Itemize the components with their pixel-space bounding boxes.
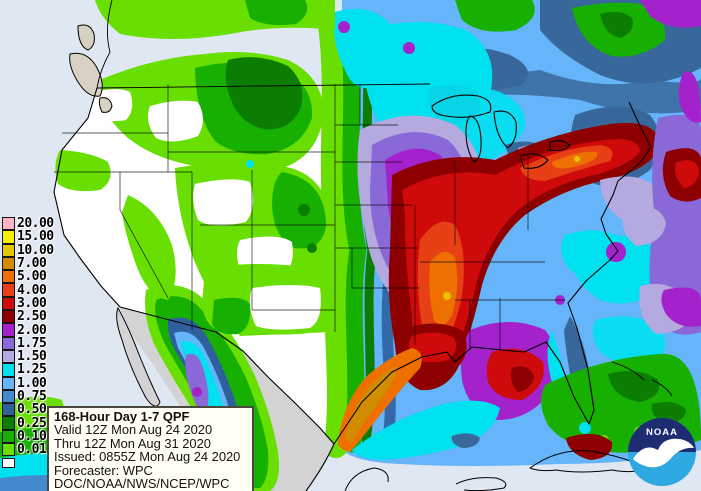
noaa-logo-text: NOAA xyxy=(646,427,678,438)
legend-swatch xyxy=(2,230,15,244)
legend-entry: 0.50 xyxy=(2,402,54,418)
forecaster-name: Forecaster: WPC xyxy=(54,462,153,478)
legend-threshold-label: 0.01 xyxy=(17,442,47,458)
legend-swatch xyxy=(2,243,15,257)
legend-entry: 0.01 xyxy=(2,442,54,458)
legend-threshold-label: 2.50 xyxy=(17,309,47,325)
legend-entry: 5.00 xyxy=(2,269,54,285)
legend-swatch xyxy=(2,363,15,377)
legend-swatch xyxy=(2,416,15,430)
legend-swatch xyxy=(2,389,15,404)
map-boundaries xyxy=(53,0,689,491)
legend-threshold-label: 1.50 xyxy=(17,349,47,365)
legend-threshold-label: 10.00 xyxy=(17,242,54,258)
legend-threshold-label: 0.25 xyxy=(17,415,47,431)
legend-swatch xyxy=(2,323,15,337)
legend-entry: 0.25 xyxy=(2,415,54,431)
legend-swatch xyxy=(2,310,15,324)
legend-threshold-label: 2.00 xyxy=(17,322,47,338)
legend-swatch xyxy=(2,349,15,364)
legend-entry: 20.00 xyxy=(2,216,54,232)
legend-entry: 1.75 xyxy=(2,335,54,351)
legend-swatch xyxy=(2,336,15,350)
forecast-info-box: 168-Hour Day 1-7 QPF Valid 12Z Mon Aug 2… xyxy=(47,406,254,491)
legend-swatch xyxy=(2,403,15,417)
precipitation-field-west xyxy=(0,0,335,491)
legend-threshold-label: 0.75 xyxy=(17,389,47,405)
legend-entry: 0.10 xyxy=(2,428,54,444)
legend-swatch xyxy=(2,376,15,390)
legend-swatch xyxy=(2,429,15,444)
precipitation-legend: 20.00 15.00 10.00 7.00 5.00 4.00 3.00 2.50 2.00 1… xyxy=(2,216,54,470)
legend-entry: 15.00 xyxy=(2,229,54,245)
legend-threshold-label: 5.00 xyxy=(17,269,47,285)
legend-threshold-label: 0.50 xyxy=(17,402,47,418)
legend-entry: 3.00 xyxy=(2,295,54,311)
precipitation-field-east xyxy=(318,0,701,466)
forecast-valid-time: Valid 12Z Mon Aug 24 2020 xyxy=(54,422,213,438)
legend-entry: 1.50 xyxy=(2,349,54,365)
noaa-logo: NOAA xyxy=(628,418,696,486)
legend-threshold-label: 20.00 xyxy=(17,216,54,232)
legend-entry: 4.00 xyxy=(2,282,54,298)
legend-entry: 2.50 xyxy=(2,309,54,325)
forecast-thru-time: Thru 12Z Mon Aug 31 2020 xyxy=(54,435,211,451)
legend-threshold-label: 7.00 xyxy=(17,256,47,272)
legend-threshold-label: 1.25 xyxy=(17,362,47,378)
legend-entry: 1.00 xyxy=(2,375,54,391)
legend-swatch xyxy=(2,217,15,231)
legend-swatch xyxy=(2,457,15,468)
forecast-title: 168-Hour Day 1-7 QPF xyxy=(54,409,190,424)
bc-islands xyxy=(69,24,113,113)
legend-entry: 2.00 xyxy=(2,322,54,338)
legend-swatch xyxy=(2,270,15,284)
legend-swatch xyxy=(2,256,15,271)
legend-threshold-label: 0.10 xyxy=(17,428,47,444)
legend-swatch xyxy=(2,296,15,311)
noaa-logo-graphic: NOAA xyxy=(628,418,696,486)
legend-entry: 10.00 xyxy=(2,242,54,258)
legend-swatch xyxy=(2,443,15,457)
forecast-issued-time: Issued: 0855Z Mon Aug 24 2020 xyxy=(54,449,241,465)
legend-entry xyxy=(2,456,54,469)
legend-entry: 1.25 xyxy=(2,362,54,378)
legend-threshold-label: 1.00 xyxy=(17,375,47,391)
legend-entry: 7.00 xyxy=(2,256,54,272)
legend-threshold-label: 1.75 xyxy=(17,335,47,351)
legend-swatch xyxy=(2,283,15,297)
legend-entry: 0.75 xyxy=(2,389,54,405)
legend-threshold-label: 3.00 xyxy=(17,295,47,311)
legend-threshold-label: 4.00 xyxy=(17,282,47,298)
agency-credit: DOC/NOAA/NWS/NCEP/WPC xyxy=(54,476,230,491)
legend-threshold-label: 15.00 xyxy=(17,229,54,245)
